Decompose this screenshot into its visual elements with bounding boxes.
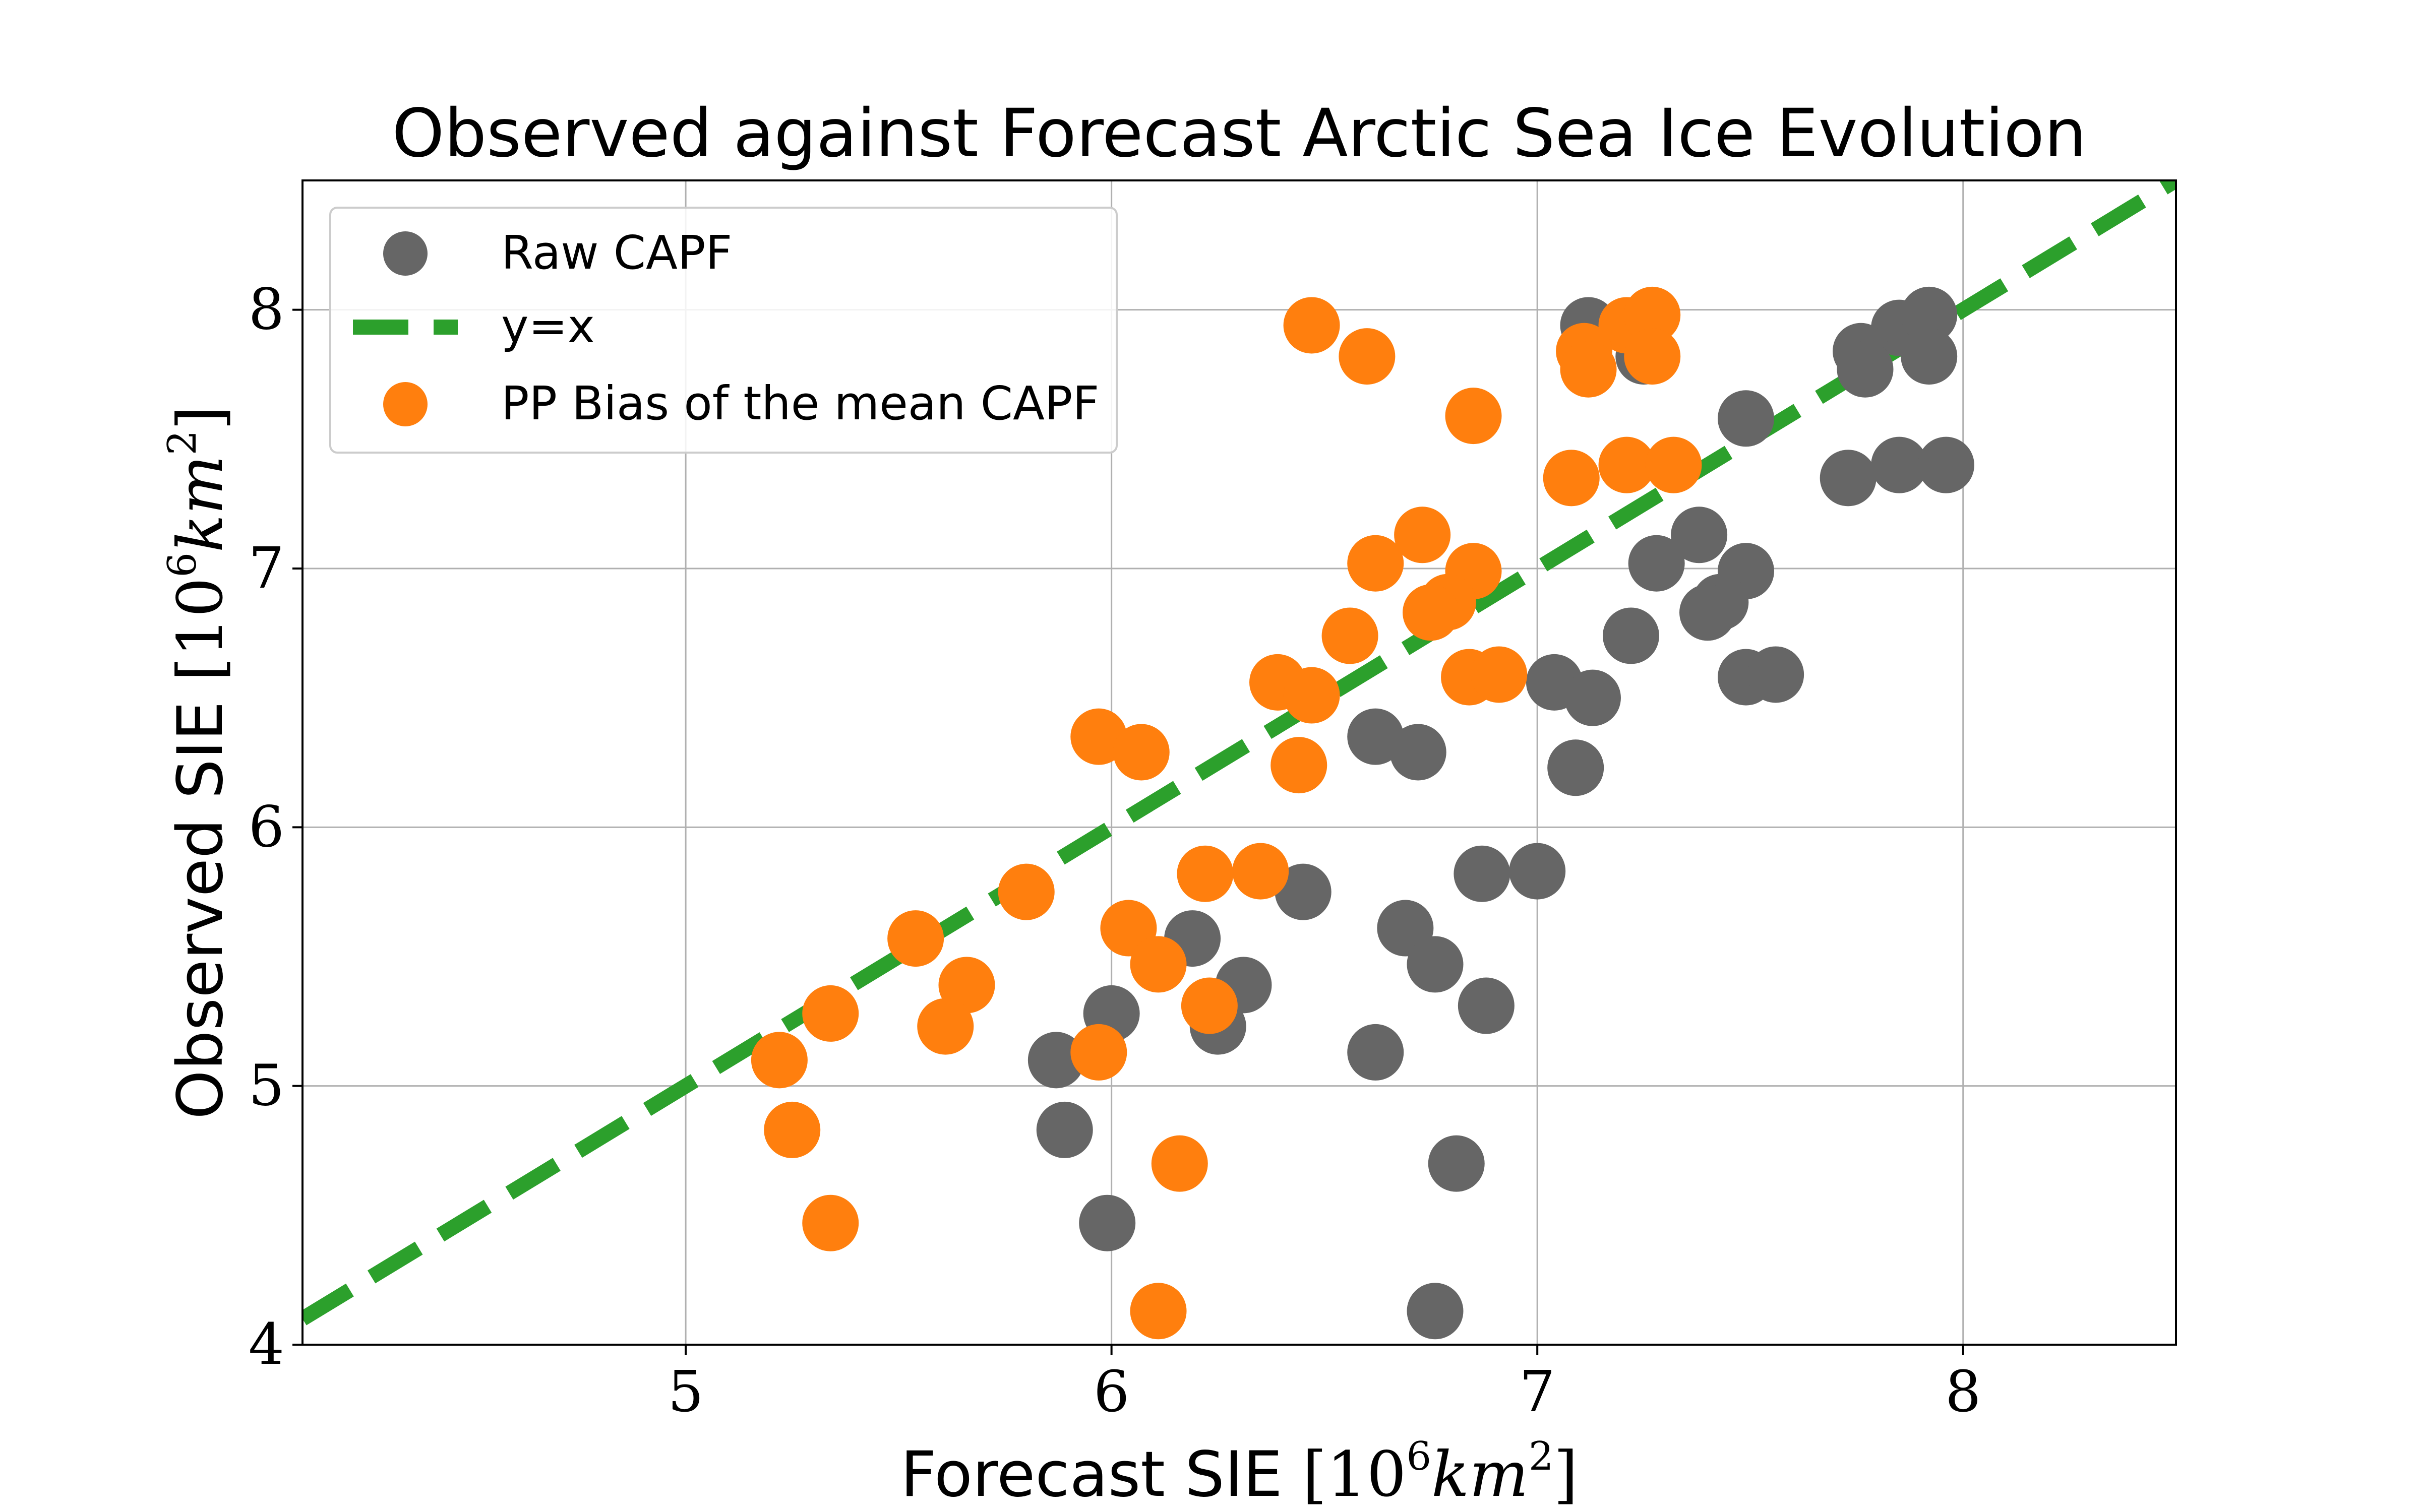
raw-capf-point	[1747, 646, 1804, 703]
pp-bias-point	[1321, 607, 1378, 664]
raw-capf-point	[1671, 507, 1728, 563]
raw-capf-point	[1628, 535, 1685, 592]
chart-title: Observed against Forecast Arctic Sea Ice…	[392, 95, 2086, 172]
raw-capf-point	[1509, 843, 1566, 900]
raw-capf-point	[1454, 845, 1510, 902]
raw-capf-point	[1547, 739, 1604, 796]
x-axis-label: Forecast SIE [106km2]	[900, 1434, 1578, 1511]
pp-bias-point	[1471, 646, 1528, 703]
pp-bias-point	[1181, 977, 1238, 1034]
pp-bias-point	[1645, 436, 1702, 493]
pp-bias-point	[1283, 667, 1340, 724]
pp-bias-point	[887, 910, 944, 967]
raw-capf-point	[1347, 708, 1404, 765]
legend-label-y-equals-x: y=x	[501, 299, 595, 353]
legend: Raw CAPF y=x PP Bias of the mean CAPF	[329, 207, 1118, 454]
raw-capf-point	[1347, 1024, 1404, 1081]
x-tick-label: 7	[1520, 1359, 1555, 1425]
x-tick-label: 8	[1945, 1359, 1981, 1425]
y-axis-label: Observed SIE [106km2]	[160, 406, 237, 1119]
pp-bias-point	[1445, 388, 1502, 445]
pp-bias-point	[1598, 436, 1655, 493]
pp-bias-point	[1624, 328, 1681, 385]
legend-label-pp-bias: PP Bias of the mean CAPF	[501, 376, 1099, 430]
legend-box	[329, 207, 1118, 454]
raw-capf-point	[1564, 669, 1621, 726]
x-tick-label: 6	[1094, 1359, 1129, 1425]
raw-capf-point	[1837, 341, 1894, 398]
legend-marker-pp-bias	[383, 382, 428, 426]
raw-capf-point	[1407, 1283, 1464, 1340]
pp-bias-point	[1543, 450, 1600, 507]
raw-capf-point	[1458, 977, 1515, 1034]
y-tick-label: 8	[249, 277, 284, 343]
legend-label-raw-capf: Raw CAPF	[501, 226, 732, 280]
plot-frame	[301, 179, 2177, 1346]
pp-bias-point	[1113, 724, 1170, 781]
raw-capf-point	[1027, 1032, 1084, 1089]
pp-bias-point	[1339, 328, 1396, 385]
pp-bias-point	[1151, 1135, 1208, 1192]
raw-capf-point	[1428, 1135, 1485, 1192]
y-tick-label: 4	[249, 1312, 284, 1377]
x-tick-labels: 5 6 7 8	[668, 1359, 1981, 1425]
pp-bias-point	[1624, 286, 1681, 343]
y-tick-labels: 4 5 6 7 8	[249, 277, 284, 1377]
pp-bias-point	[802, 985, 859, 1042]
raw-capf-point	[1602, 607, 1659, 664]
y-tick-label: 5	[249, 1053, 284, 1119]
y-tick-label: 7	[249, 536, 284, 601]
raw-capf-point	[1820, 450, 1877, 507]
pp-bias-point	[802, 1194, 859, 1251]
raw-capf-point	[1718, 390, 1775, 447]
y-tick-label: 6	[249, 794, 284, 860]
pp-bias-point	[1232, 843, 1289, 900]
x-tick-label: 5	[668, 1359, 703, 1425]
raw-capf-point	[1901, 328, 1958, 385]
pp-bias-point	[1130, 936, 1187, 993]
pp-bias-point	[1130, 1283, 1187, 1340]
raw-capf-point	[1275, 863, 1332, 920]
pp-bias-point	[1070, 708, 1127, 765]
pp-bias-point	[1394, 507, 1451, 563]
pp-bias-point	[1070, 1024, 1127, 1081]
pp-bias-point	[751, 1032, 808, 1089]
pp-bias-point	[1403, 584, 1460, 641]
raw-capf-point	[1036, 1101, 1093, 1158]
pp-bias-point	[1560, 341, 1617, 398]
raw-capf-point	[1871, 436, 1928, 493]
raw-capf-point	[1407, 936, 1464, 993]
raw-capf-point	[1901, 286, 1958, 343]
raw-capf-point	[1917, 436, 1974, 493]
pp-bias-point	[1283, 297, 1340, 354]
pp-bias-point	[1177, 845, 1234, 902]
pp-bias-point	[1347, 535, 1404, 592]
raw-capf-point	[1389, 724, 1446, 781]
pp-bias-point	[998, 863, 1055, 920]
scatter-points-layer	[751, 286, 1974, 1340]
pp-bias-point	[764, 1101, 821, 1158]
raw-capf-point	[1679, 584, 1736, 641]
raw-capf-point	[1079, 1194, 1136, 1251]
pp-bias-point	[1270, 737, 1327, 794]
legend-marker-raw-capf	[383, 231, 428, 276]
pp-bias-point	[917, 998, 974, 1055]
